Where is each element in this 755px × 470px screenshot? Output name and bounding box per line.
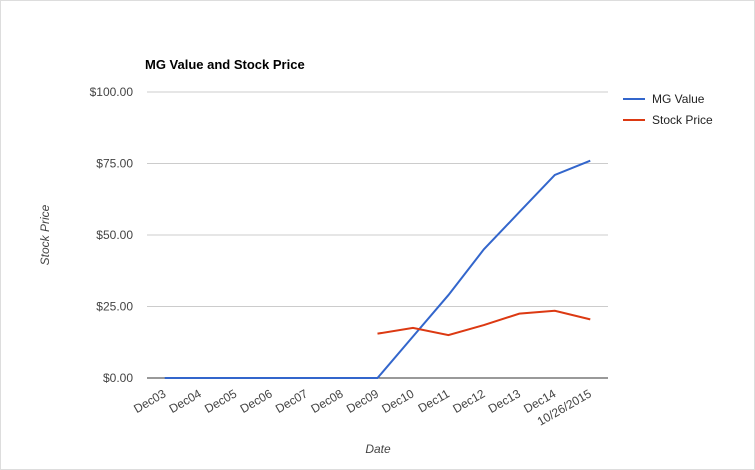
x-axis-title: Date	[365, 442, 391, 456]
legend-label: MG Value	[652, 92, 705, 106]
legend-label: Stock Price	[652, 113, 713, 127]
y-tick-label: $25.00	[96, 300, 133, 314]
series-line	[377, 309, 591, 337]
y-tick-label: $100.00	[90, 85, 134, 99]
y-tick-label: $75.00	[96, 157, 133, 171]
y-tick-label: $0.00	[103, 371, 133, 385]
y-axis-title: Stock Price	[38, 204, 52, 265]
chart-title: MG Value and Stock Price	[145, 57, 305, 72]
series-line	[164, 159, 591, 379]
y-tick-label: $50.00	[96, 228, 133, 242]
